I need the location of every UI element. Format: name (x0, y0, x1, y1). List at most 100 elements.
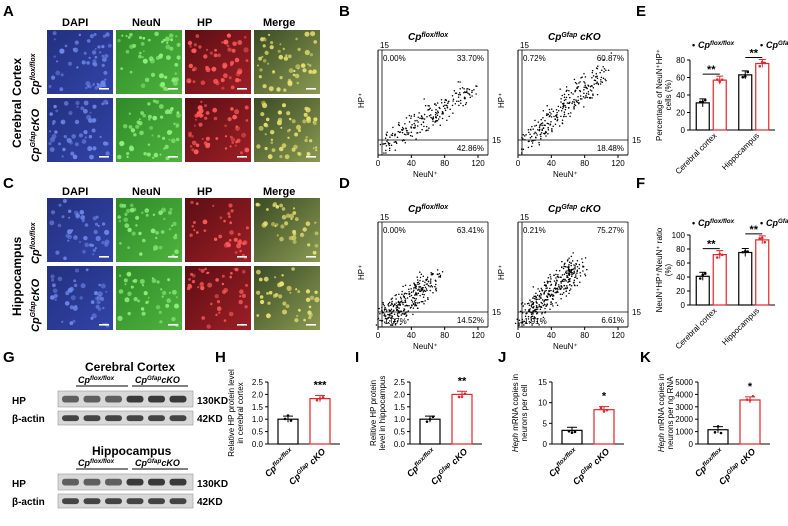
y-axis-label: neurons per cell (520, 384, 529, 441)
cell-nucleus (223, 39, 229, 45)
legend-label: CpGfapcKO (766, 218, 788, 228)
event-dot (401, 312, 404, 315)
event-dot (555, 302, 557, 304)
cell-nucleus (243, 35, 247, 39)
event-dot (573, 279, 576, 282)
cell-nucleus (53, 293, 58, 298)
cell-nucleus (92, 118, 97, 123)
panel-letter-k: K (640, 349, 651, 366)
event-dot (390, 317, 393, 319)
event-dot (529, 137, 532, 139)
event-dot (565, 96, 568, 99)
event-dot (556, 118, 559, 121)
event-dot (584, 97, 586, 99)
row-label-control: Cpflox/flox (30, 52, 42, 95)
cell-nucleus (127, 227, 132, 233)
event-dot (405, 304, 408, 307)
event-dot (409, 134, 412, 137)
cell-nucleus (128, 125, 133, 129)
event-dot (424, 281, 426, 284)
cell-nucleus (171, 224, 174, 227)
cell-nucleus (305, 289, 311, 294)
event-dot (403, 296, 406, 299)
event-dot (407, 310, 410, 312)
event-dot (521, 136, 523, 139)
cell-nucleus (266, 208, 269, 211)
cell-nucleus (235, 140, 238, 144)
event-dot (537, 129, 539, 131)
cell-nucleus (224, 64, 228, 68)
event-dot (560, 276, 562, 278)
blot-row-label-actin: β-actin (12, 497, 45, 508)
event-dot (403, 133, 406, 136)
event-dot (429, 107, 431, 109)
event-dot (541, 124, 543, 127)
event-dot (394, 322, 397, 325)
event-dot (545, 131, 547, 134)
event-dot (434, 113, 437, 116)
x-axis-label: NeuN⁺ (553, 342, 578, 351)
event-dot (422, 296, 425, 298)
event-dot (596, 75, 598, 77)
event-dot (404, 122, 406, 125)
event-dot (425, 288, 428, 290)
cell-nucleus (234, 251, 238, 254)
event-dot (560, 109, 563, 112)
event-dot (522, 148, 525, 151)
cell-nucleus (269, 45, 274, 50)
cell-nucleus (146, 152, 151, 157)
event-dot (597, 83, 600, 86)
blot-band (105, 478, 122, 486)
event-dot (441, 271, 444, 273)
event-dot (549, 276, 552, 278)
blot-membrane (57, 473, 194, 491)
event-dot (402, 303, 404, 306)
y-tick-label: 5 (543, 419, 548, 428)
event-dot (416, 276, 418, 278)
y-tick-label: 4000 (675, 390, 693, 399)
cell-nucleus (54, 298, 57, 301)
event-dot (579, 81, 581, 83)
cell-nucleus (67, 289, 70, 292)
event-dot (403, 309, 406, 311)
event-dot (391, 297, 394, 299)
event-dot (571, 260, 574, 262)
event-dot (435, 104, 437, 106)
event-dot (522, 138, 524, 140)
event-dot (401, 126, 404, 129)
event-dot (567, 259, 569, 261)
data-point (283, 417, 287, 421)
cell-nucleus (232, 114, 237, 120)
cell-nucleus (143, 291, 148, 296)
cell-nucleus (193, 43, 197, 47)
x-tick-label: 0 (516, 159, 521, 168)
cell-nucleus (234, 109, 240, 115)
cell-nucleus (142, 113, 146, 118)
cell-nucleus (60, 119, 66, 125)
event-dot (572, 93, 574, 95)
event-dot (542, 316, 545, 319)
event-dot (390, 313, 392, 315)
cell-nucleus (196, 231, 199, 234)
blot-band (169, 498, 187, 505)
event-dot (534, 139, 536, 142)
cell-nucleus (85, 81, 91, 87)
event-dot (426, 278, 428, 280)
event-dot (395, 304, 398, 307)
data-point (570, 431, 574, 435)
event-dot (457, 96, 460, 98)
event-dot (416, 281, 419, 284)
event-dot (568, 89, 570, 92)
event-dot (521, 302, 524, 304)
event-dot (436, 120, 439, 122)
event-dot (399, 323, 402, 326)
event-dot (413, 115, 416, 117)
cell-nucleus (57, 223, 62, 228)
event-dot (547, 128, 550, 131)
bar (277, 418, 299, 445)
cell-nucleus (312, 250, 317, 255)
col-label-neun: NeuN (132, 186, 161, 198)
cell-nucleus (50, 210, 56, 215)
event-dot (548, 294, 550, 296)
cell-nucleus (279, 155, 283, 159)
